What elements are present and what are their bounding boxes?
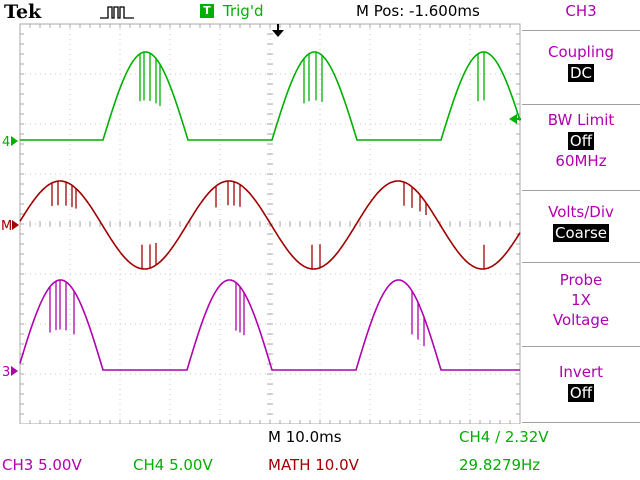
ch3-ground-marker: 3 bbox=[2, 365, 18, 380]
graticule bbox=[19, 23, 521, 424]
svg-text:M: M bbox=[1, 219, 12, 234]
coupling-label: Coupling bbox=[547, 43, 615, 61]
acquisition-pulse-icon bbox=[100, 6, 134, 19]
math-scale-readout: MATH 10.0V bbox=[268, 456, 359, 474]
trigger-level-arrow-icon bbox=[509, 114, 517, 124]
invert-label: Invert bbox=[558, 363, 604, 381]
probe-type: Voltage bbox=[552, 311, 610, 329]
ch3-waveform bbox=[19, 279, 520, 371]
timebase-readout: M 10.0ms bbox=[268, 428, 342, 446]
trigger-readout: CH4 ∕ 2.32V bbox=[459, 428, 549, 446]
ch4-glitch-spikes bbox=[139, 52, 485, 106]
trigger-status: Trig'd bbox=[223, 2, 264, 20]
ch3-scale-readout: CH3 5.00V bbox=[2, 456, 82, 474]
bw-limit-label: BW Limit bbox=[547, 111, 615, 129]
volts-div-value: Coarse bbox=[552, 224, 610, 242]
math-waveform bbox=[19, 180, 521, 270]
ch3-glitch-spikes bbox=[49, 280, 425, 347]
invert-button[interactable]: Invert Off bbox=[522, 362, 640, 403]
bw-limit-extra: 60MHz bbox=[555, 152, 607, 170]
coupling-button[interactable]: Coupling DC bbox=[522, 42, 640, 83]
probe-button[interactable]: Probe 1X Voltage bbox=[522, 270, 640, 330]
ch4-waveform bbox=[20, 51, 521, 141]
frequency-readout: 29.8279Hz bbox=[459, 456, 541, 474]
horizontal-position: M Pos: -1.600ms bbox=[356, 2, 480, 20]
bw-limit-value: Off bbox=[567, 132, 595, 150]
trigger-icon: T bbox=[200, 4, 214, 18]
menu-channel-title: CH3 bbox=[565, 2, 597, 20]
side-menu: CH3 Coupling DC BW Limit Off 60MHz Volts… bbox=[522, 0, 640, 480]
volts-div-label: Volts/Div bbox=[548, 203, 614, 221]
probe-label: Probe bbox=[559, 271, 603, 289]
ch4-ground-marker: 4 bbox=[2, 135, 18, 150]
brand-logo: Tek bbox=[4, 1, 42, 23]
math-ground-marker: M bbox=[1, 219, 19, 234]
bw-limit-button[interactable]: BW Limit Off 60MHz bbox=[522, 110, 640, 171]
svg-text:4: 4 bbox=[2, 135, 10, 150]
volts-div-button[interactable]: Volts/Div Coarse bbox=[522, 202, 640, 243]
math-glitch-spikes bbox=[51, 181, 485, 269]
status-bar: Tek T Trig'd M Pos: -1.600ms bbox=[0, 0, 522, 24]
probe-attenuation: 1X bbox=[571, 291, 591, 309]
ch4-scale-readout: CH4 5.00V bbox=[133, 456, 213, 474]
readout-bar: M 10.0ms CH4 ∕ 2.32V CH3 5.00V CH4 5.00V… bbox=[0, 424, 640, 480]
invert-value: Off bbox=[567, 384, 595, 402]
trigger-position-arrow-icon bbox=[272, 24, 284, 37]
waveform-display: 4 M 3 bbox=[1, 23, 521, 424]
coupling-value: DC bbox=[567, 64, 595, 82]
svg-text:3: 3 bbox=[2, 365, 10, 380]
